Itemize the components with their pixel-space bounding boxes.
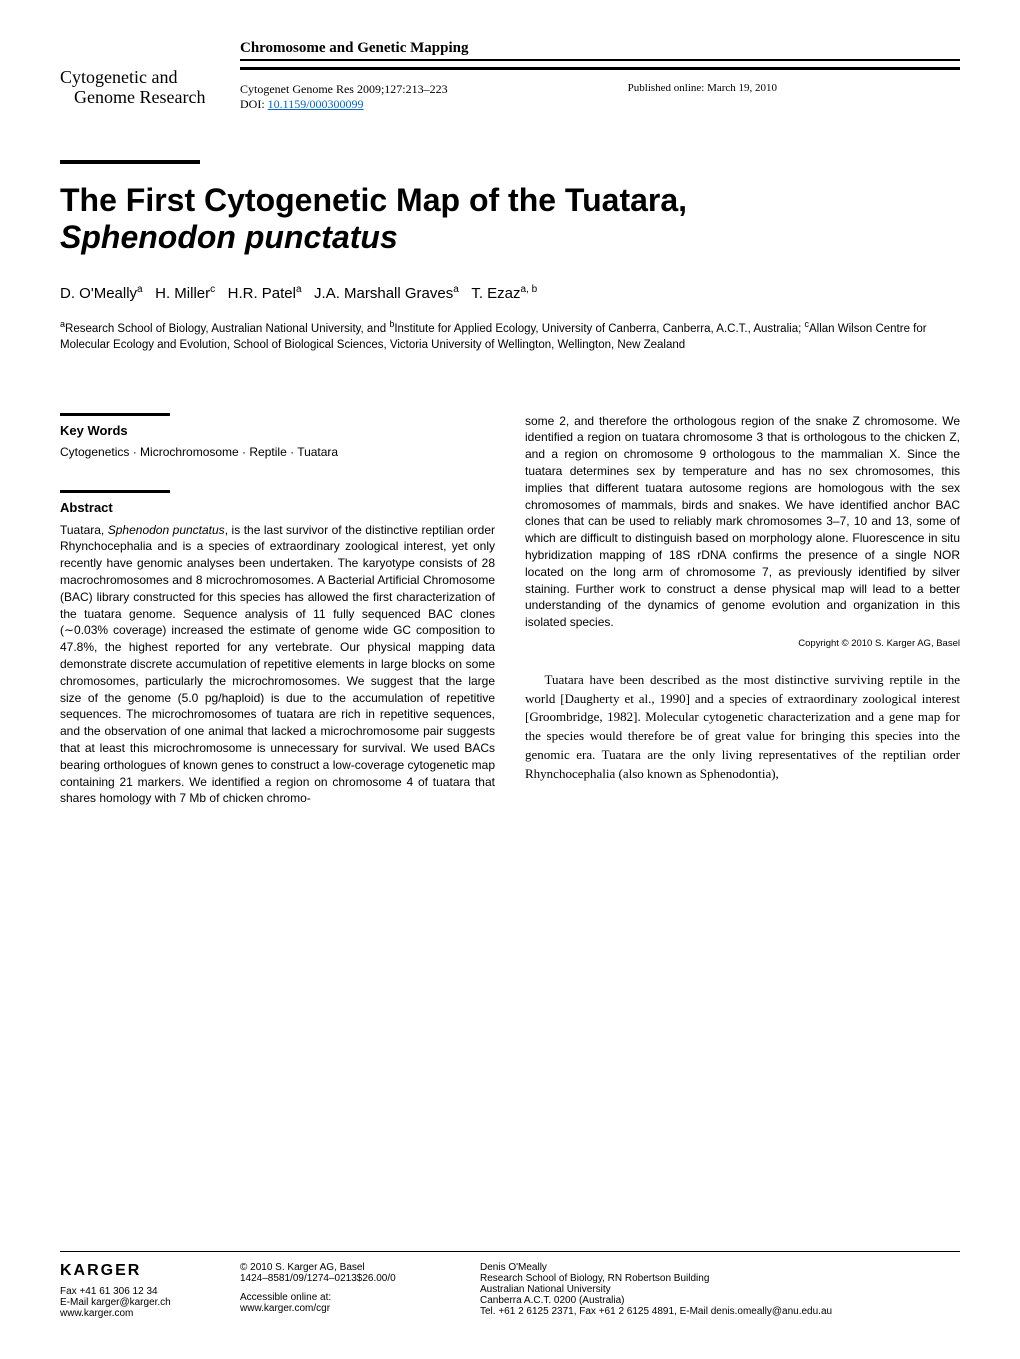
affiliations: aResearch School of Biology, Australian … xyxy=(60,318,960,353)
journal-logo: Cytogenetic and Genome Research xyxy=(60,68,240,108)
right-column: some 2, and therefore the orthologous re… xyxy=(525,413,960,808)
footer-karger: KARGER Fax +41 61 306 12 34 E-Mail karge… xyxy=(60,1262,200,1319)
footer-correspondence: Denis O'Meally Research School of Biolog… xyxy=(480,1262,960,1319)
footer-accessible-url: www.karger.com/cgr xyxy=(240,1303,440,1314)
citation: Cytogenet Genome Res 2009;127:213–223 xyxy=(240,82,448,97)
body-para1: Tuatara have been described as the most … xyxy=(525,671,960,784)
footer-accessible: Accessible online at: xyxy=(240,1292,440,1303)
corr-name: Denis O'Meally xyxy=(480,1262,960,1273)
footer-issn: 1424–8581/09/1274–0213$26.00/0 xyxy=(240,1273,440,1284)
doi-label: DOI: xyxy=(240,97,268,111)
keywords-rule xyxy=(60,413,170,416)
abstract-copyright: Copyright © 2010 S. Karger AG, Basel xyxy=(525,637,960,651)
footer-publisher: © 2010 S. Karger AG, Basel 1424–8581/09/… xyxy=(240,1262,440,1319)
keywords-heading: Key Words xyxy=(60,422,495,441)
journal-logo-block: Cytogenetic and Genome Research xyxy=(60,40,240,108)
two-column-body: Key Words Cytogenetics · Microchromosome… xyxy=(60,413,960,808)
corr-addr3: Canberra A.C.T. 0200 (Australia) xyxy=(480,1295,960,1306)
article-title: The First Cytogenetic Map of the Tuatara… xyxy=(60,182,960,256)
abstract-rule xyxy=(60,490,170,493)
logo-line1: Cytogenetic and xyxy=(60,67,177,87)
abstract-heading: Abstract xyxy=(60,499,495,518)
journal-citation-block: Cytogenet Genome Res 2009;127:213–223 DO… xyxy=(240,82,448,112)
corr-addr2: Australian National University xyxy=(480,1284,960,1295)
section-title-wrap: Chromosome and Genetic Mapping Cytogenet… xyxy=(240,40,960,112)
authors: D. O'Meallya H. Millerc H.R. Patela J.A.… xyxy=(60,284,960,302)
title-rule xyxy=(60,160,200,164)
karger-logo: KARGER xyxy=(60,1262,200,1280)
corr-addr1: Research School of Biology, RN Robertson… xyxy=(480,1273,960,1284)
footer-email: E-Mail karger@karger.ch xyxy=(60,1297,200,1308)
section-header: Chromosome and Genetic Mapping xyxy=(240,40,960,61)
abstract-right: some 2, and therefore the orthologous re… xyxy=(525,413,960,631)
doi-line: DOI: 10.1159/000300099 xyxy=(240,97,448,112)
corr-tel: Tel. +61 2 6125 2371, Fax +61 2 6125 489… xyxy=(480,1306,960,1317)
left-column: Key Words Cytogenetics · Microchromosome… xyxy=(60,413,495,808)
keywords-text: Cytogenetics · Microchromosome · Reptile… xyxy=(60,444,495,461)
title-line1: The First Cytogenetic Map of the Tuatara… xyxy=(60,182,687,218)
footer: KARGER Fax +41 61 306 12 34 E-Mail karge… xyxy=(60,1251,960,1319)
title-line2: Sphenodon punctatus xyxy=(60,219,398,255)
footer-copyright: © 2010 S. Karger AG, Basel xyxy=(240,1262,440,1273)
meta-row: Cytogenet Genome Res 2009;127:213–223 DO… xyxy=(240,76,960,112)
footer-web: www.karger.com xyxy=(60,1308,200,1319)
doi-link[interactable]: 10.1159/000300099 xyxy=(268,97,364,111)
top-section: Cytogenetic and Genome Research Chromoso… xyxy=(60,40,960,112)
logo-line2: Genome Research xyxy=(60,87,205,107)
abstract-left: Tuatara, Sphenodon punctatus, is the las… xyxy=(60,522,495,808)
thick-rule xyxy=(240,67,960,70)
header-area: Cytogenetic and Genome Research Chromoso… xyxy=(60,40,960,353)
pub-date: Published online: March 19, 2010 xyxy=(628,82,777,112)
footer-fax: Fax +41 61 306 12 34 xyxy=(60,1286,200,1297)
